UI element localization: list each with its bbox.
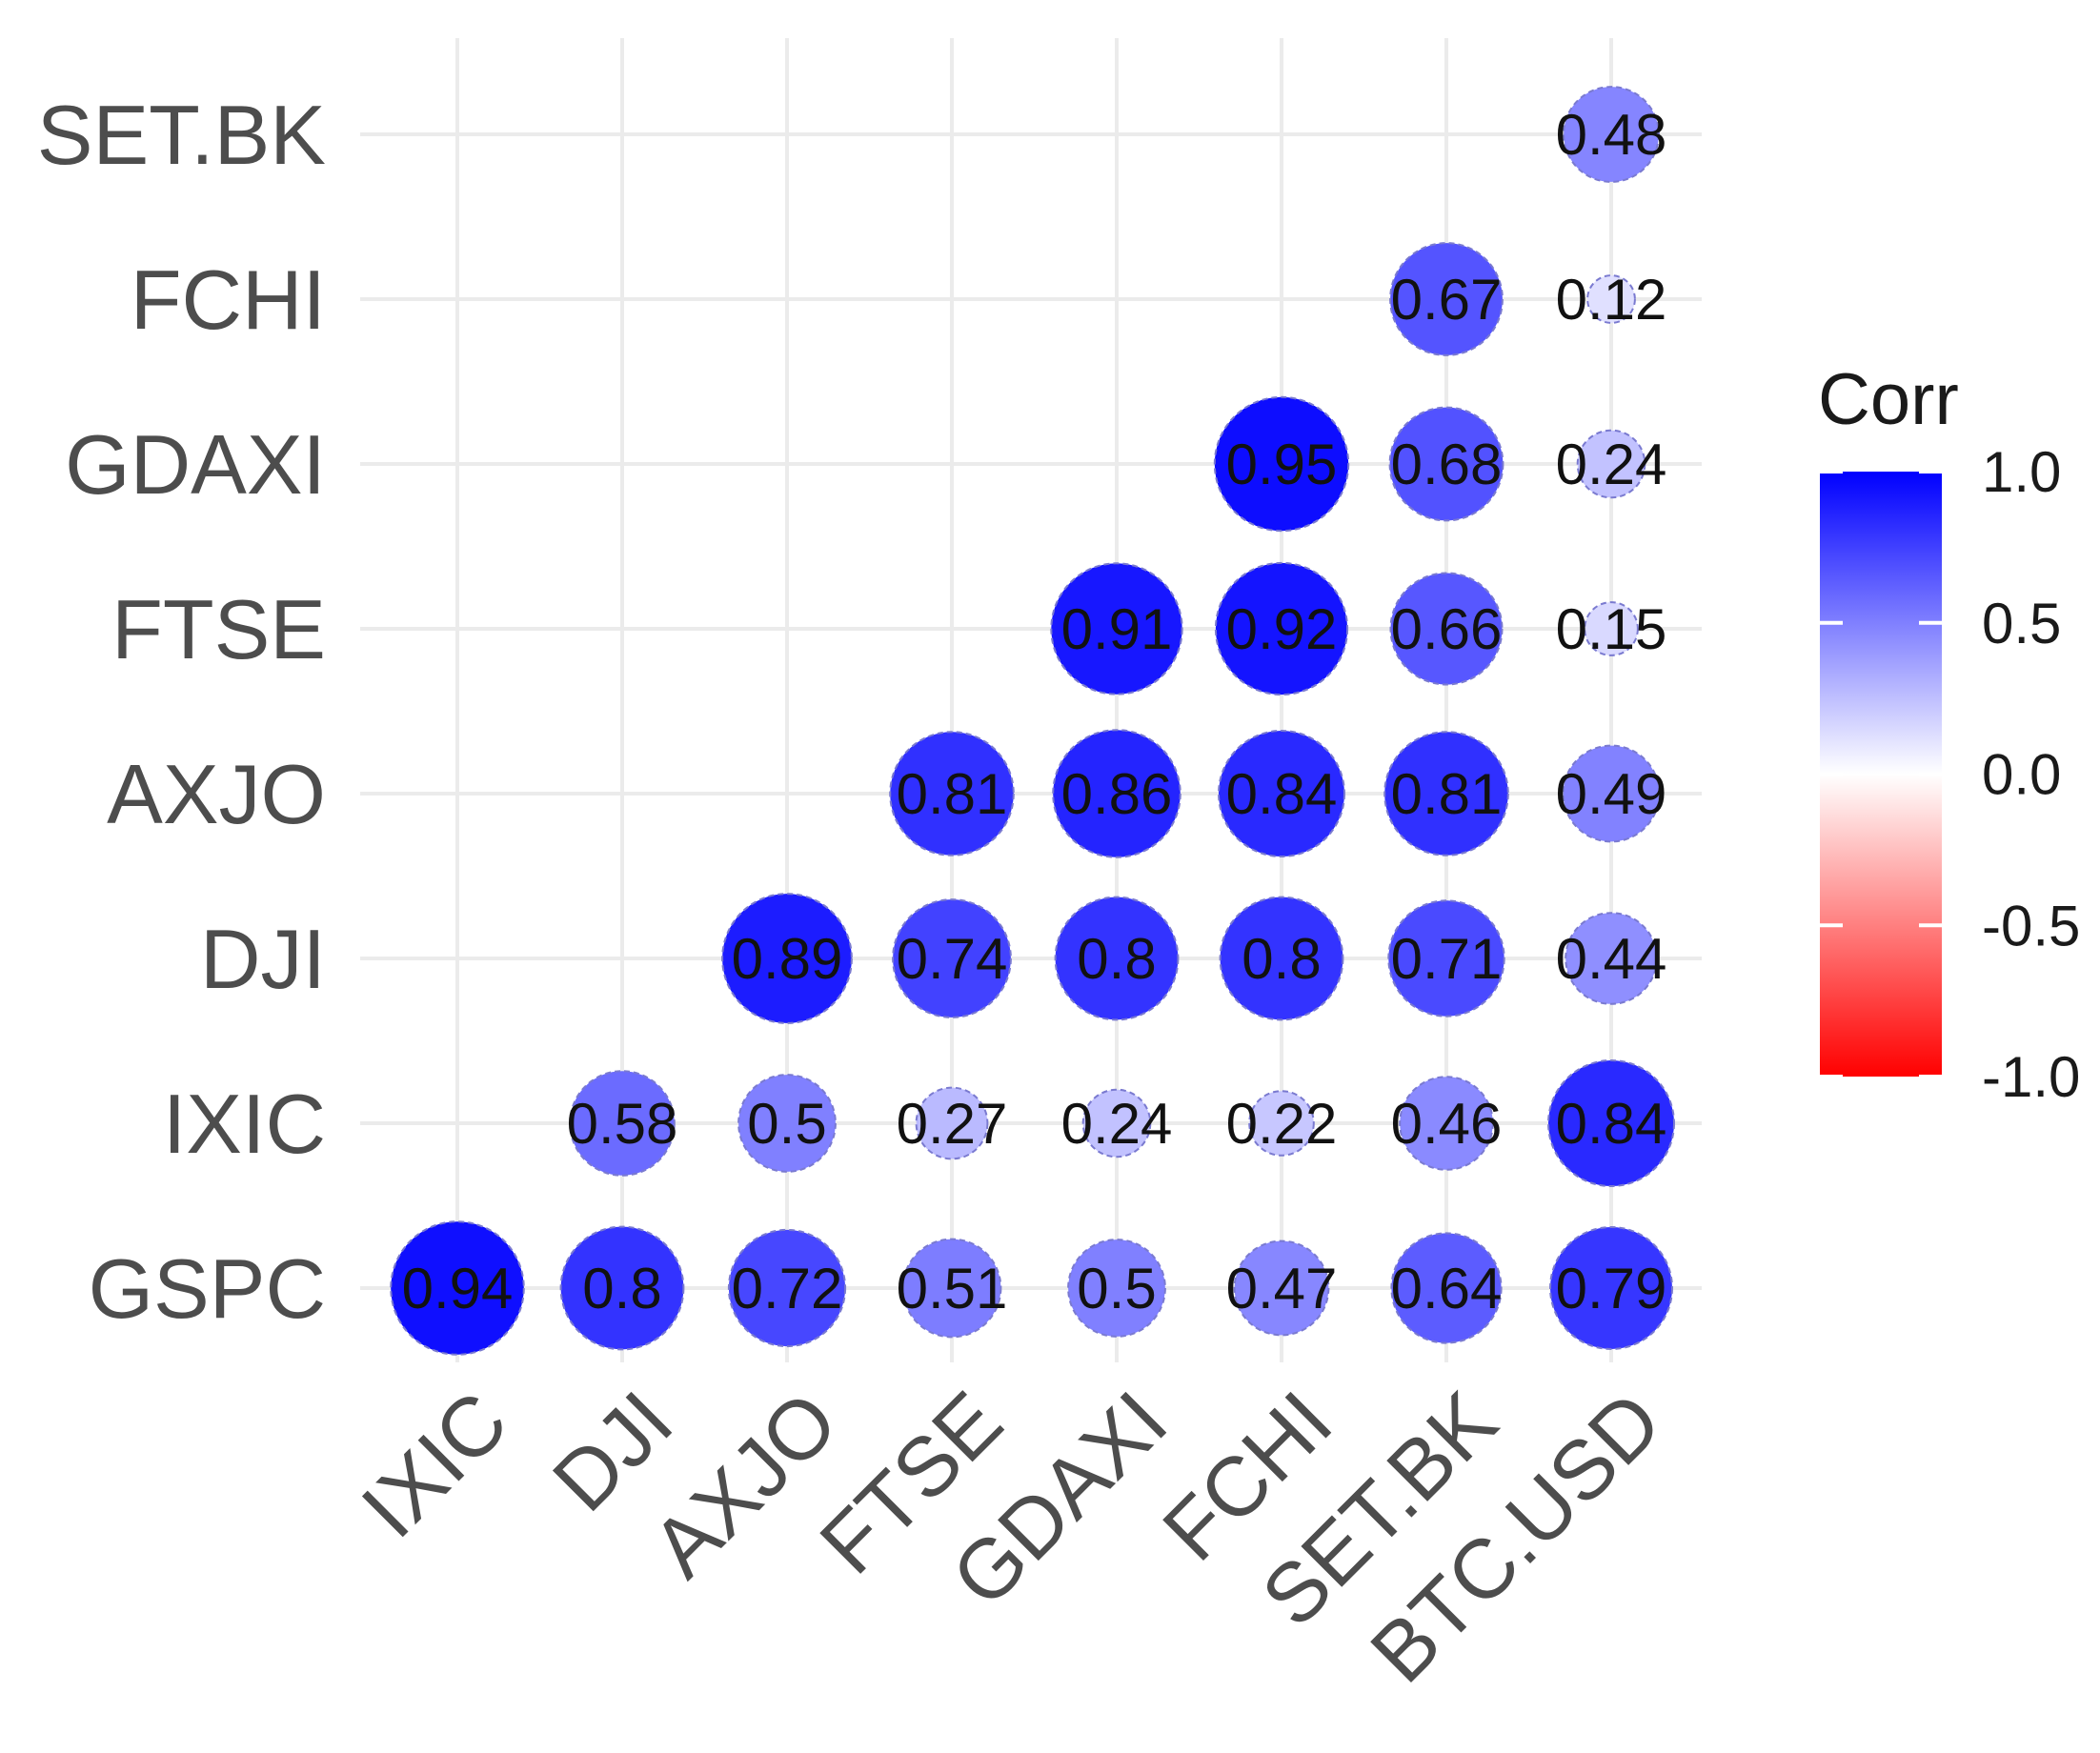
y-tick-axjo: AXJO bbox=[107, 747, 326, 841]
y-tick-gdaxi: GDAXI bbox=[65, 417, 326, 512]
cell-label-gdaxi-fchi: 0.95 bbox=[1226, 433, 1338, 496]
cell-label-gspc-axjo: 0.72 bbox=[732, 1257, 843, 1320]
cell-circle-dji-btc-usd bbox=[1565, 912, 1658, 1005]
legend-title: Corr bbox=[1818, 359, 1959, 440]
cell-circle-set-bk-btc-usd bbox=[1563, 86, 1660, 183]
cell-label-dji-set-bk: 0.71 bbox=[1391, 927, 1503, 991]
cell-circle-axjo-ftse bbox=[889, 731, 1015, 856]
cell-circle-axjo-gdaxi bbox=[1052, 729, 1181, 858]
y-axis: GSPC IXIC DJI AXJO FTSE GDAXI FCHI SET.BK bbox=[37, 88, 326, 1336]
cell-circle-gspc-gdaxi bbox=[1067, 1239, 1166, 1338]
cell-circle-ixic-gdaxi bbox=[1081, 1088, 1152, 1159]
cell-circle-gspc-dji bbox=[559, 1225, 685, 1351]
cell-label-ixic-gdaxi: 0.24 bbox=[1061, 1092, 1173, 1156]
cell-label-axjo-ftse: 0.81 bbox=[897, 762, 1008, 826]
cell-circle-gspc-ftse bbox=[901, 1238, 1002, 1339]
cell-circle-ixic-ftse bbox=[915, 1086, 989, 1160]
cell-label-axjo-set-bk: 0.81 bbox=[1391, 762, 1503, 826]
cell-circle-gspc-ixic bbox=[390, 1220, 525, 1356]
legend-tick-label-1-0: 1.0 bbox=[1982, 440, 2061, 504]
cell-circle-gspc-axjo bbox=[727, 1228, 847, 1348]
cell-label-ftse-btc-usd: 0.15 bbox=[1556, 597, 1667, 661]
cell-label-ftse-gdaxi: 0.91 bbox=[1061, 597, 1173, 661]
cell-label-gspc-ftse: 0.51 bbox=[897, 1257, 1008, 1320]
cell-label-ixic-set-bk: 0.46 bbox=[1391, 1092, 1503, 1156]
x-tick-ixic: IXIC bbox=[343, 1373, 525, 1555]
cell-circle-gspc-fchi bbox=[1233, 1239, 1330, 1337]
y-tick-set-bk: SET.BK bbox=[37, 88, 326, 182]
cell-circle-axjo-fchi bbox=[1218, 730, 1345, 857]
cell-label-axjo-gdaxi: 0.86 bbox=[1061, 762, 1173, 826]
legend-tick-label-0-5: 0.5 bbox=[1982, 592, 2061, 655]
cell-label-fchi-btc-usd: 0.12 bbox=[1556, 268, 1667, 332]
cell-label-ixic-dji: 0.58 bbox=[567, 1092, 678, 1156]
cell-label-axjo-btc-usd: 0.49 bbox=[1556, 762, 1667, 826]
cell-circle-axjo-btc-usd bbox=[1562, 744, 1661, 843]
y-tick-ixic: IXIC bbox=[163, 1077, 326, 1171]
cell-label-axjo-fchi: 0.84 bbox=[1226, 762, 1338, 826]
cell-label-ixic-fchi: 0.22 bbox=[1226, 1092, 1338, 1156]
cell-circle-ixic-axjo bbox=[737, 1074, 837, 1173]
legend-ticks: 1.0 0.5 0.0 -0.5 -1.0 bbox=[1820, 440, 2080, 1109]
cell-label-gspc-fchi: 0.47 bbox=[1226, 1257, 1338, 1320]
cell-circle-ixic-set-bk bbox=[1399, 1076, 1494, 1171]
cell-circle-gspc-set-bk bbox=[1390, 1232, 1503, 1344]
legend-tick-label-0-0: 0.0 bbox=[1982, 743, 2061, 807]
cell-label-fchi-set-bk: 0.67 bbox=[1391, 268, 1503, 332]
cell-label-gspc-ixic: 0.94 bbox=[402, 1257, 514, 1320]
cell-circle-gdaxi-fchi bbox=[1213, 395, 1350, 533]
cell-label-dji-ftse: 0.74 bbox=[897, 927, 1008, 991]
cell-label-dji-axjo: 0.89 bbox=[732, 927, 843, 991]
cell-circle-dji-axjo bbox=[721, 893, 853, 1024]
cell-circle-gdaxi-set-bk bbox=[1388, 406, 1504, 522]
cell-label-ixic-axjo: 0.5 bbox=[747, 1092, 826, 1156]
cell-label-gspc-dji: 0.8 bbox=[582, 1257, 661, 1320]
y-tick-ftse: FTSE bbox=[111, 582, 326, 676]
y-tick-fchi: FCHI bbox=[131, 252, 326, 347]
legend-tick-label-neg-0-5: -0.5 bbox=[1982, 894, 2080, 957]
cell-circle-axjo-set-bk bbox=[1383, 731, 1509, 856]
cell-circle-ftse-gdaxi bbox=[1050, 562, 1183, 695]
color-legend: Corr 1.0 0.5 0.0 -0.5 -1.0 bbox=[1818, 359, 2080, 1109]
cell-circle-ixic-dji bbox=[569, 1070, 676, 1177]
cell-circle-gdaxi-btc-usd bbox=[1576, 429, 1646, 499]
cell-label-dji-gdaxi: 0.8 bbox=[1077, 927, 1156, 991]
cell-label-gdaxi-btc-usd: 0.24 bbox=[1556, 433, 1667, 496]
grid-lines bbox=[360, 38, 1702, 1362]
cell-label-gspc-gdaxi: 0.5 bbox=[1077, 1257, 1156, 1320]
y-tick-gspc: GSPC bbox=[89, 1241, 326, 1336]
cell-circle-dji-ftse bbox=[892, 898, 1012, 1018]
cell-circle-ftse-fchi bbox=[1214, 561, 1349, 696]
cell-circle-fchi-btc-usd bbox=[1586, 274, 1636, 324]
correlation-cells: 0.94 0.8 0.72 0.51 0.5 0.47 0.64 0.79 0.58 0.5 0.2… bbox=[390, 86, 1675, 1356]
cell-label-set-bk-btc-usd: 0.48 bbox=[1556, 103, 1667, 167]
cell-circle-fchi-set-bk bbox=[1389, 242, 1504, 356]
cell-circle-dji-fchi bbox=[1219, 896, 1344, 1021]
cell-circle-dji-set-bk bbox=[1387, 899, 1505, 1018]
cell-label-gdaxi-set-bk: 0.68 bbox=[1391, 433, 1503, 496]
cell-label-ftse-set-bk: 0.66 bbox=[1391, 597, 1503, 661]
cell-label-ixic-btc-usd: 0.84 bbox=[1556, 1092, 1667, 1156]
cell-circle-ftse-btc-usd bbox=[1584, 601, 1639, 656]
y-tick-dji: DJI bbox=[200, 912, 326, 1006]
cell-circle-gspc-btc-usd bbox=[1549, 1226, 1673, 1350]
cell-label-ftse-fchi: 0.92 bbox=[1226, 597, 1338, 661]
cell-label-dji-fchi: 0.8 bbox=[1242, 927, 1321, 991]
cell-circle-ixic-btc-usd bbox=[1547, 1059, 1675, 1187]
cell-circle-dji-gdaxi bbox=[1054, 896, 1180, 1021]
cell-label-gspc-set-bk: 0.64 bbox=[1391, 1257, 1503, 1320]
cell-label-ixic-ftse: 0.27 bbox=[897, 1092, 1008, 1156]
legend-tick-label-neg-1-0: -1.0 bbox=[1982, 1045, 2080, 1109]
cell-circle-ixic-fchi bbox=[1248, 1090, 1315, 1157]
cell-label-gspc-btc-usd: 0.79 bbox=[1556, 1257, 1667, 1320]
cell-label-dji-btc-usd: 0.44 bbox=[1556, 927, 1667, 991]
cell-circle-ftse-set-bk bbox=[1389, 572, 1504, 686]
x-tick-axjo: AXJO bbox=[634, 1373, 856, 1595]
